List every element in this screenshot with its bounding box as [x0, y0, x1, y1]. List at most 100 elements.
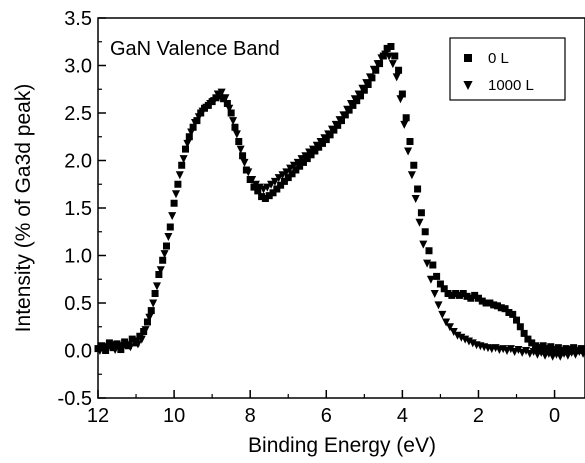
- data-point-triangle: [137, 335, 146, 344]
- data-point-triangle: [411, 195, 420, 203]
- data-point-square: [410, 161, 418, 169]
- y-axis-title: Intensity (% of Ga3d peak): [12, 84, 35, 333]
- data-point-square: [353, 97, 361, 105]
- y-tick-label: 3.0: [64, 56, 92, 78]
- data-point-triangle: [145, 313, 154, 322]
- data-point-triangle: [415, 218, 424, 227]
- data-point-square: [220, 95, 228, 103]
- data-point-triangle: [217, 88, 226, 97]
- data-point-triangle: [373, 60, 382, 69]
- data-point-square: [299, 158, 307, 166]
- x-tick-label: 8: [245, 405, 256, 427]
- legend-marker: [463, 81, 473, 90]
- data-point-triangle: [297, 155, 306, 164]
- data-point-triangle: [369, 65, 378, 74]
- data-point-square: [444, 290, 452, 297]
- data-point-triangle: [175, 171, 184, 180]
- data-point-triangle: [346, 100, 356, 108]
- data-point-square: [429, 261, 437, 269]
- data-point-square: [425, 247, 433, 255]
- data-point-square: [513, 316, 521, 324]
- data-point-square: [311, 147, 319, 155]
- data-point-triangle: [377, 54, 386, 63]
- data-point-triangle: [426, 275, 435, 284]
- data-point-triangle: [251, 180, 260, 189]
- series-1000-l: [95, 50, 585, 361]
- y-tick-label: -0.5: [58, 388, 92, 410]
- data-point-triangle: [312, 141, 321, 150]
- data-point-triangle: [183, 139, 192, 148]
- data-point-triangle: [331, 120, 340, 129]
- x-tick-label: 6: [321, 405, 332, 427]
- data-point-square: [570, 344, 578, 352]
- data-point-square: [364, 81, 372, 88]
- data-point-square: [178, 161, 186, 169]
- data-point-triangle: [571, 350, 580, 359]
- y-tick-label: 0.0: [64, 341, 92, 363]
- x-tick-label: 0: [549, 405, 560, 427]
- data-point-triangle: [385, 52, 394, 61]
- data-point-square: [406, 138, 414, 145]
- legend-items: 0 L 1000 L: [463, 50, 534, 94]
- y-tick-label: 1.0: [64, 246, 92, 268]
- data-point-triangle: [160, 250, 169, 259]
- data-point-square: [235, 138, 243, 145]
- data-point-square: [174, 180, 182, 188]
- data-point-triangle: [293, 158, 302, 167]
- data-point-square: [277, 181, 285, 189]
- data-point-square: [288, 170, 296, 178]
- data-point-triangle: [107, 341, 116, 350]
- data-point-square: [539, 342, 547, 350]
- data-point-square: [509, 310, 517, 318]
- data-point-triangle: [339, 111, 348, 120]
- data-point-square: [554, 344, 562, 352]
- data-point-square: [459, 290, 467, 297]
- legend-marker: [464, 54, 472, 62]
- data-point-square: [231, 123, 239, 131]
- data-point-square: [421, 228, 429, 236]
- data-point-square: [387, 43, 395, 50]
- data-point-square: [170, 199, 178, 207]
- data-point-triangle: [396, 95, 405, 104]
- data-point-square: [162, 242, 170, 250]
- data-point-triangle: [126, 343, 135, 352]
- data-point-triangle: [229, 117, 238, 126]
- data-point-triangle: [133, 340, 142, 349]
- data-point-square: [402, 114, 410, 122]
- data-point-triangle: [206, 100, 215, 108]
- data-point-triangle: [190, 119, 200, 127]
- data-point-triangle: [118, 344, 127, 353]
- data-point-triangle: [316, 138, 325, 146]
- y-tick-label: 2.0: [64, 151, 92, 173]
- legend: 0 L 1000 L: [449, 37, 566, 101]
- data-point-square: [528, 339, 536, 347]
- data-point-triangle: [392, 73, 401, 82]
- data-point-square: [318, 139, 326, 147]
- data-point-triangle: [438, 310, 447, 319]
- data-point-square: [524, 335, 532, 343]
- data-point-triangle: [579, 349, 585, 358]
- data-point-triangle: [202, 103, 211, 112]
- data-point-triangle: [278, 171, 287, 180]
- data-point-square: [417, 209, 425, 217]
- y-tick-label: 0.5: [64, 293, 92, 315]
- data-point-square: [227, 109, 235, 117]
- data-point-triangle: [522, 347, 531, 355]
- data-point-triangle: [168, 212, 177, 221]
- data-point-square: [151, 290, 159, 297]
- data-point-square: [440, 285, 448, 293]
- data-point-square: [265, 192, 273, 200]
- data-point-triangle: [149, 299, 158, 308]
- data-point-square: [269, 189, 277, 197]
- data-point-triangle: [164, 233, 173, 241]
- data-point-square: [455, 291, 463, 299]
- data-point-square: [159, 256, 167, 264]
- data-point-triangle: [244, 168, 253, 177]
- data-point-square: [463, 292, 471, 300]
- data-point-square: [448, 291, 456, 299]
- data-point-triangle: [430, 290, 439, 298]
- data-point-triangle: [194, 113, 203, 122]
- data-point-triangle: [407, 171, 416, 180]
- data-point-square: [166, 223, 174, 231]
